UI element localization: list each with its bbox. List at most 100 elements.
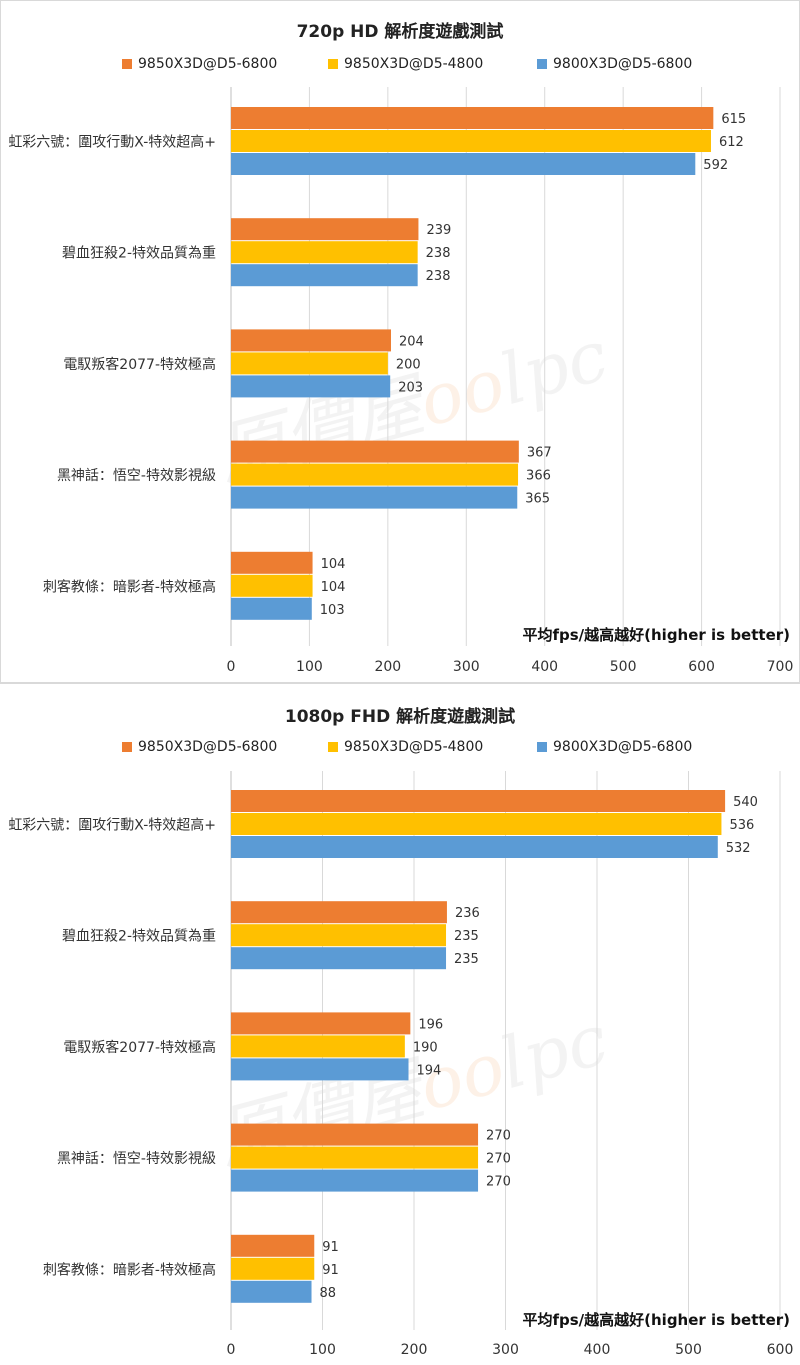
- data-label: 532: [726, 841, 751, 856]
- bar: [231, 1169, 479, 1192]
- data-label: 270: [486, 1175, 511, 1190]
- bar: [231, 1012, 411, 1035]
- data-label: 612: [719, 135, 744, 150]
- x-tick-label: 200: [374, 659, 401, 675]
- x-tick-label: 400: [531, 659, 558, 675]
- legend-swatch: [537, 59, 547, 69]
- bar: [231, 440, 519, 463]
- category-label: 碧血狂殺2-特效品質為重: [62, 246, 216, 262]
- x-tick-label: 0: [227, 659, 236, 675]
- data-label: 103: [320, 603, 345, 618]
- bar: [231, 329, 391, 352]
- legend-swatch: [328, 59, 338, 69]
- x-tick-label: 600: [767, 1342, 794, 1358]
- bar: [231, 901, 447, 924]
- bar: [231, 241, 418, 264]
- x-tick-label: 700: [767, 659, 794, 675]
- category-label: 黑神話：悟空-特效影視級: [57, 467, 216, 484]
- legend-label: 9850X3D@D5-4800: [344, 56, 484, 72]
- bar: [231, 551, 313, 574]
- x-tick-label: 300: [492, 1342, 519, 1358]
- data-label: 190: [413, 1040, 438, 1055]
- data-label: 204: [399, 334, 424, 349]
- legend-swatch: [328, 742, 338, 752]
- legend-label: 9850X3D@D5-6800: [138, 56, 278, 72]
- bar: [231, 486, 518, 509]
- data-label: 365: [525, 492, 550, 507]
- x-tick-label: 0: [227, 1342, 236, 1358]
- bar: [231, 218, 419, 241]
- legend-swatch: [122, 742, 132, 752]
- bar: [231, 597, 312, 620]
- data-label: 270: [486, 1129, 511, 1144]
- x-tick-label: 100: [309, 1342, 336, 1358]
- x-tick-label: 500: [675, 1342, 702, 1358]
- category-label: 虹彩六號：圍攻行動X-特效超高+: [8, 134, 216, 151]
- x-axis-title: 平均fps/越高越好(higher is better): [522, 626, 790, 644]
- category-label: 黑神話：悟空-特效影視級: [57, 1150, 216, 1167]
- data-label: 200: [396, 357, 421, 372]
- data-label: 270: [486, 1152, 511, 1167]
- bar: [231, 463, 519, 486]
- data-label: 88: [320, 1286, 337, 1301]
- legend-label: 9800X3D@D5-6800: [553, 56, 693, 72]
- bar: [231, 813, 722, 835]
- bar: [231, 375, 391, 398]
- bar: [231, 1123, 479, 1146]
- data-label: 239: [426, 223, 451, 238]
- data-label: 236: [455, 906, 480, 921]
- x-tick-label: 500: [610, 659, 637, 675]
- bar: [231, 1035, 405, 1058]
- chart-plot-720p: 0 100 200 300 400 500 600 700 虹彩六號：圍攻行動X-特效超高+ 61…: [8, 87, 794, 675]
- category-label: 電馭叛客2077-特效極高: [63, 1039, 216, 1056]
- bar: [231, 1257, 315, 1280]
- bar: [231, 1146, 479, 1169]
- data-label: 91: [322, 1240, 339, 1255]
- bar: [231, 153, 696, 175]
- bar: [231, 1280, 312, 1303]
- legend-item-series-3: 9800X3D@D5-6800: [537, 56, 692, 72]
- x-tick-label: 200: [401, 1342, 428, 1358]
- bar: [231, 352, 388, 375]
- legend-swatch: [537, 742, 547, 752]
- legend-item-series-1: 9850X3D@D5-6800: [122, 56, 277, 72]
- data-label: 104: [321, 557, 346, 572]
- data-label: 194: [417, 1063, 442, 1078]
- data-label: 238: [426, 269, 451, 284]
- data-label: 235: [454, 952, 479, 967]
- legend-swatch: [122, 59, 132, 69]
- bar: [231, 1058, 409, 1081]
- data-label: 104: [321, 580, 346, 595]
- bar: [231, 574, 313, 597]
- bar: [231, 924, 447, 947]
- x-axis-title: 平均fps/越高越好(higher is better): [522, 1311, 790, 1329]
- data-label: 592: [703, 158, 728, 173]
- bar: [231, 947, 447, 970]
- data-label: 238: [426, 246, 451, 261]
- chart-panel-1080p: 1080p FHD 解析度遊戲測試 9850X3D@D5-6800 9850X3…: [0, 683, 800, 1365]
- legend-label: 9850X3D@D5-6800: [138, 739, 278, 755]
- chart-title: 720p HD 解析度遊戲測試: [296, 22, 504, 42]
- x-tick-label: 600: [688, 659, 715, 675]
- legend-item-series-2: 9850X3D@D5-4800: [328, 56, 483, 72]
- data-label: 196: [418, 1017, 443, 1032]
- category-label: 刺客教條：暗影者-特效極高: [43, 1261, 216, 1278]
- bar: [231, 264, 418, 287]
- chart-plot-1080p: 0 100 200 300 400 500 600 虹彩六號：圍攻行動X-特效超高+ 540 53…: [8, 771, 794, 1358]
- bar: [231, 107, 714, 129]
- x-tick-label: 300: [453, 659, 480, 675]
- data-label: 203: [398, 380, 423, 395]
- legend-label: 9850X3D@D5-4800: [344, 739, 484, 755]
- category-label: 電馭叛客2077-特效極高: [63, 356, 216, 373]
- data-label: 615: [721, 112, 746, 127]
- bar: [231, 836, 718, 858]
- data-label: 91: [322, 1263, 339, 1278]
- chart-panel-720p: 720p HD 解析度遊戲測試 9850X3D@D5-6800 9850X3D@…: [0, 0, 800, 683]
- legend-item-series-3: 9800X3D@D5-6800: [537, 739, 692, 755]
- x-tick-label: 400: [584, 1342, 611, 1358]
- category-label: 碧血狂殺2-特效品質為重: [62, 929, 216, 945]
- data-label: 536: [729, 818, 754, 833]
- data-label: 540: [733, 795, 758, 810]
- data-label: 367: [527, 446, 552, 461]
- chart-title: 1080p FHD 解析度遊戲測試: [284, 707, 516, 727]
